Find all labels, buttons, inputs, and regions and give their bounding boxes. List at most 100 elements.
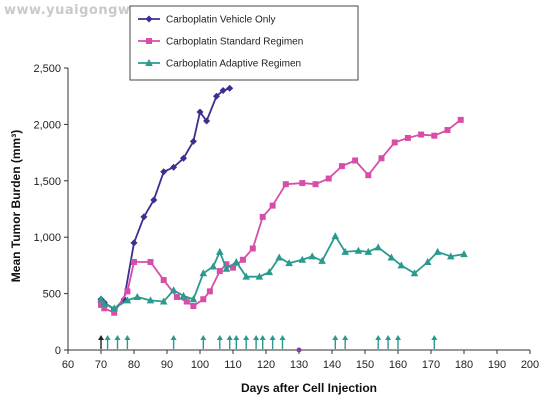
y-tick-label: 500 (43, 289, 61, 301)
legend-box (129, 5, 359, 81)
data-point (206, 288, 213, 295)
x-tick-label: 130 (290, 359, 308, 371)
data-point (410, 269, 419, 277)
data-point (183, 298, 190, 305)
data-point (146, 296, 155, 304)
data-point (447, 252, 455, 260)
axes: 60 70 80 90 100 110 120 130 140 150 160 170 180 190 20… (33, 63, 539, 371)
dosing-arrow (170, 335, 177, 349)
series-line (100, 234, 465, 310)
x-tick-label: 60 (62, 359, 74, 371)
data-point (249, 245, 256, 252)
data-point (216, 247, 224, 255)
dosing-arrow (233, 335, 240, 349)
annotation-point (296, 347, 302, 353)
data-point (325, 175, 332, 182)
data-point (423, 258, 432, 266)
data-point (242, 272, 250, 280)
legend-item: Carboplatin Adaptive Regimen (138, 59, 301, 70)
data-point (199, 269, 208, 277)
data-point (130, 239, 138, 247)
data-point (213, 92, 220, 100)
data-point (101, 305, 108, 312)
data-point (352, 157, 359, 164)
dosing-arrow (226, 335, 233, 349)
data-point (223, 261, 230, 268)
dosing-arrow (332, 335, 339, 349)
legend-item: Carboplatin Vehicle Only (138, 15, 276, 26)
data-point (98, 301, 104, 308)
data-point (179, 291, 188, 299)
data-point (391, 139, 398, 146)
x-tick-label: 140 (323, 359, 341, 371)
x-axis-title: Days after Cell Injection (241, 381, 377, 395)
series-group (97, 84, 468, 316)
data-point (374, 243, 382, 251)
legend: Carboplatin Vehicle Only Carboplatin Stan… (129, 5, 359, 81)
data-point (431, 132, 438, 139)
data-point (232, 258, 241, 266)
data-point (282, 181, 289, 188)
data-point (124, 288, 131, 295)
dosing-arrows (98, 335, 438, 353)
data-point (418, 131, 425, 138)
x-tick-label: 180 (455, 359, 473, 371)
dosing-arrow (216, 335, 223, 349)
dosing-arrow (124, 335, 131, 349)
dosing-arrow (279, 335, 286, 349)
dosing-arrow (375, 335, 382, 349)
data-point (133, 292, 142, 300)
data-point (100, 299, 109, 307)
data-point (219, 87, 227, 95)
data-point (387, 253, 396, 261)
data-point (265, 268, 274, 276)
data-point (189, 137, 197, 145)
data-point (259, 213, 266, 220)
x-tick-label: 190 (488, 359, 506, 371)
data-point (331, 232, 340, 240)
data-point (318, 256, 326, 264)
legend-marker (146, 38, 152, 44)
data-point (341, 247, 349, 255)
data-point (131, 259, 137, 266)
data-point (110, 304, 118, 312)
data-point (354, 246, 363, 254)
dosing-arrow (431, 335, 438, 349)
series-3 (97, 232, 468, 312)
dosing-arrow (259, 335, 266, 349)
data-point (397, 261, 406, 269)
legend-label: Carboplatin Standard Regimen (166, 37, 303, 48)
data-point (338, 163, 345, 170)
dosing-arrow (200, 335, 207, 349)
data-point (299, 180, 306, 187)
data-point (444, 127, 451, 134)
data-point (457, 116, 464, 123)
data-point (160, 277, 167, 284)
data-point (285, 259, 293, 267)
series-2 (98, 116, 464, 316)
dosing-arrow (98, 335, 104, 349)
dosing-arrow (385, 335, 392, 349)
data-point (404, 134, 411, 141)
x-tick-label: 160 (389, 359, 407, 371)
x-tick-label: 170 (422, 359, 440, 371)
data-point (275, 253, 283, 261)
data-point (312, 181, 319, 188)
legend-item: Carboplatin Standard Regimen (138, 37, 303, 48)
x-tick-label: 110 (224, 359, 242, 371)
dosing-arrow (269, 335, 276, 349)
data-point (97, 295, 105, 303)
series-line (100, 87, 230, 311)
data-point (298, 255, 307, 263)
data-point (140, 213, 148, 221)
y-tick-label: 2,000 (33, 119, 61, 131)
y-tick-label: 0 (55, 345, 61, 357)
data-point (169, 286, 178, 294)
x-tick-label: 100 (191, 359, 209, 371)
data-point (189, 295, 198, 303)
x-tick-label: 150 (356, 359, 374, 371)
data-point (230, 264, 236, 271)
data-point (200, 296, 207, 303)
y-tick-label: 1,000 (33, 232, 61, 244)
x-tick-label: 90 (161, 359, 173, 371)
